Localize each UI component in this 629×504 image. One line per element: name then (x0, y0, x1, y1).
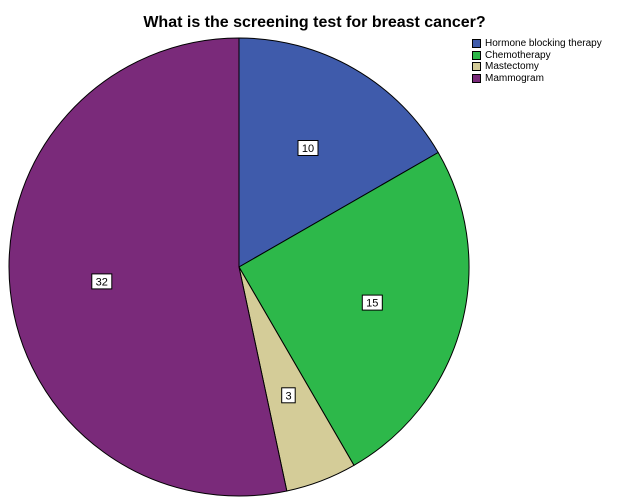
data-label-box (281, 387, 296, 404)
legend: Hormone blocking therapy Chemotherapy Mast… (472, 38, 602, 84)
legend-swatch (472, 73, 481, 83)
legend-item-mastectomy: Mastectomy (472, 61, 602, 73)
data-label-box (297, 140, 319, 156)
legend-label: Mastectomy (485, 61, 539, 73)
legend-label: Chemotherapy (485, 49, 551, 61)
data-label-box (91, 273, 113, 290)
data-label-box (361, 294, 383, 311)
legend-label: Hormone blocking therapy (485, 38, 602, 50)
legend-swatch (472, 50, 481, 60)
pie-slice-hormone-blocking-therapy (238, 37, 439, 268)
legend-label: Mammogram (485, 72, 544, 84)
data-label-text: 15 (366, 298, 378, 310)
pie-slice-mammogram (8, 37, 288, 497)
data-label-mammogram: 32 (91, 273, 113, 290)
data-label-mastectomy: 3 (281, 387, 296, 404)
data-label-text: 3 (285, 390, 291, 402)
data-label-hormone-blocking-therapy: 10 (297, 140, 319, 156)
data-label-text: 10 (302, 143, 314, 155)
data-label-text: 32 (96, 276, 108, 288)
legend-swatch (472, 62, 481, 72)
legend-item-mammogram: Mammogram (472, 73, 602, 85)
legend-item-hormone-blocking-therapy: Hormone blocking therapy (472, 38, 602, 50)
chart-title: What is the screening test for breast ca… (143, 14, 486, 31)
legend-swatch (472, 39, 481, 49)
data-label-chemotherapy: 15 (361, 294, 383, 311)
pie-slice-chemotherapy (238, 151, 470, 467)
legend-item-chemotherapy: Chemotherapy (472, 50, 602, 62)
